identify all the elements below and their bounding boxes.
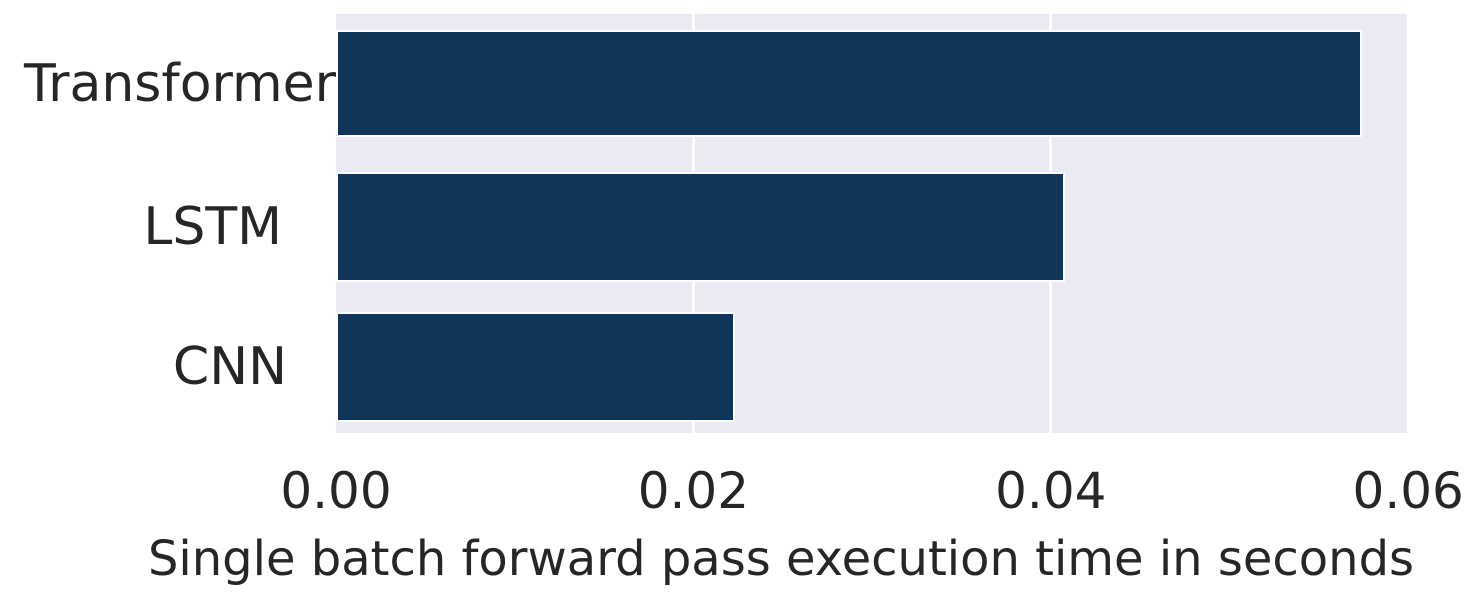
- x-tick-label-0.04: 0.04: [995, 462, 1107, 520]
- x-axis-label: Single batch forward pass execution time…: [147, 531, 1415, 587]
- bar-lstm: [336, 172, 1065, 282]
- x-tick-label-0.02: 0.02: [637, 462, 750, 520]
- category-label-transformer: Transformer: [23, 54, 336, 114]
- bar-cnn: [336, 312, 735, 422]
- x-tick-label-0.00: 0.00: [280, 462, 392, 520]
- bar-transformer: [336, 30, 1362, 137]
- plot-area: [336, 14, 1410, 433]
- gridline-0.06: [1406, 14, 1410, 433]
- category-label-lstm: LSTM: [143, 197, 282, 257]
- x-tick-label-0.06: 0.06: [1352, 462, 1464, 520]
- category-label-cnn: CNN: [172, 337, 287, 397]
